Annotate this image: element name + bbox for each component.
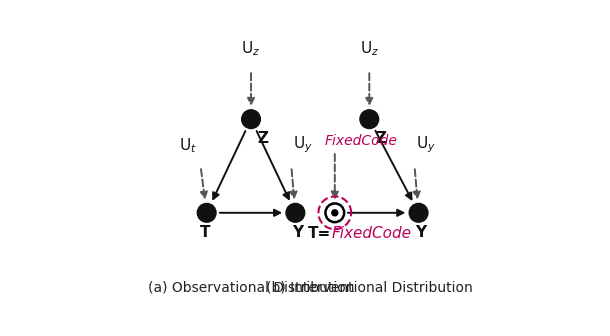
FancyArrowPatch shape — [366, 73, 372, 104]
FancyArrowPatch shape — [375, 131, 412, 199]
Circle shape — [326, 203, 344, 222]
Text: $\mathregular{U}_{z}$: $\mathregular{U}_{z}$ — [242, 39, 260, 57]
FancyArrowPatch shape — [348, 210, 403, 216]
FancyArrowPatch shape — [257, 131, 289, 199]
Circle shape — [409, 203, 428, 222]
Text: $\mathregular{U}_{t}$: $\mathregular{U}_{t}$ — [179, 136, 197, 155]
FancyArrowPatch shape — [201, 169, 207, 198]
FancyArrowPatch shape — [414, 169, 420, 198]
Circle shape — [332, 210, 338, 216]
Text: Y: Y — [415, 225, 426, 240]
Text: T=: T= — [308, 226, 331, 241]
Circle shape — [360, 110, 379, 129]
Text: FixedCode: FixedCode — [331, 226, 411, 241]
Text: (a) Observational Distribution: (a) Observational Distribution — [148, 280, 354, 294]
FancyArrowPatch shape — [248, 73, 254, 104]
Circle shape — [286, 203, 305, 222]
Text: Y: Y — [292, 225, 303, 240]
Circle shape — [197, 203, 216, 222]
Text: $\mathregular{U}_{y}$: $\mathregular{U}_{y}$ — [416, 134, 436, 155]
Text: (b) Interventional Distribution: (b) Interventional Distribution — [266, 280, 473, 294]
Text: T: T — [200, 225, 210, 240]
FancyArrowPatch shape — [213, 131, 245, 199]
Text: Z: Z — [257, 131, 268, 146]
FancyArrowPatch shape — [220, 210, 280, 216]
FancyArrowPatch shape — [332, 154, 338, 198]
Text: $\mathregular{U}_{y}$: $\mathregular{U}_{y}$ — [293, 134, 313, 155]
Text: $\mathregular{U}_{z}$: $\mathregular{U}_{z}$ — [360, 39, 379, 57]
Circle shape — [242, 110, 260, 129]
Text: FixedCode: FixedCode — [325, 133, 398, 148]
Text: Z: Z — [376, 131, 387, 146]
FancyArrowPatch shape — [290, 169, 296, 198]
